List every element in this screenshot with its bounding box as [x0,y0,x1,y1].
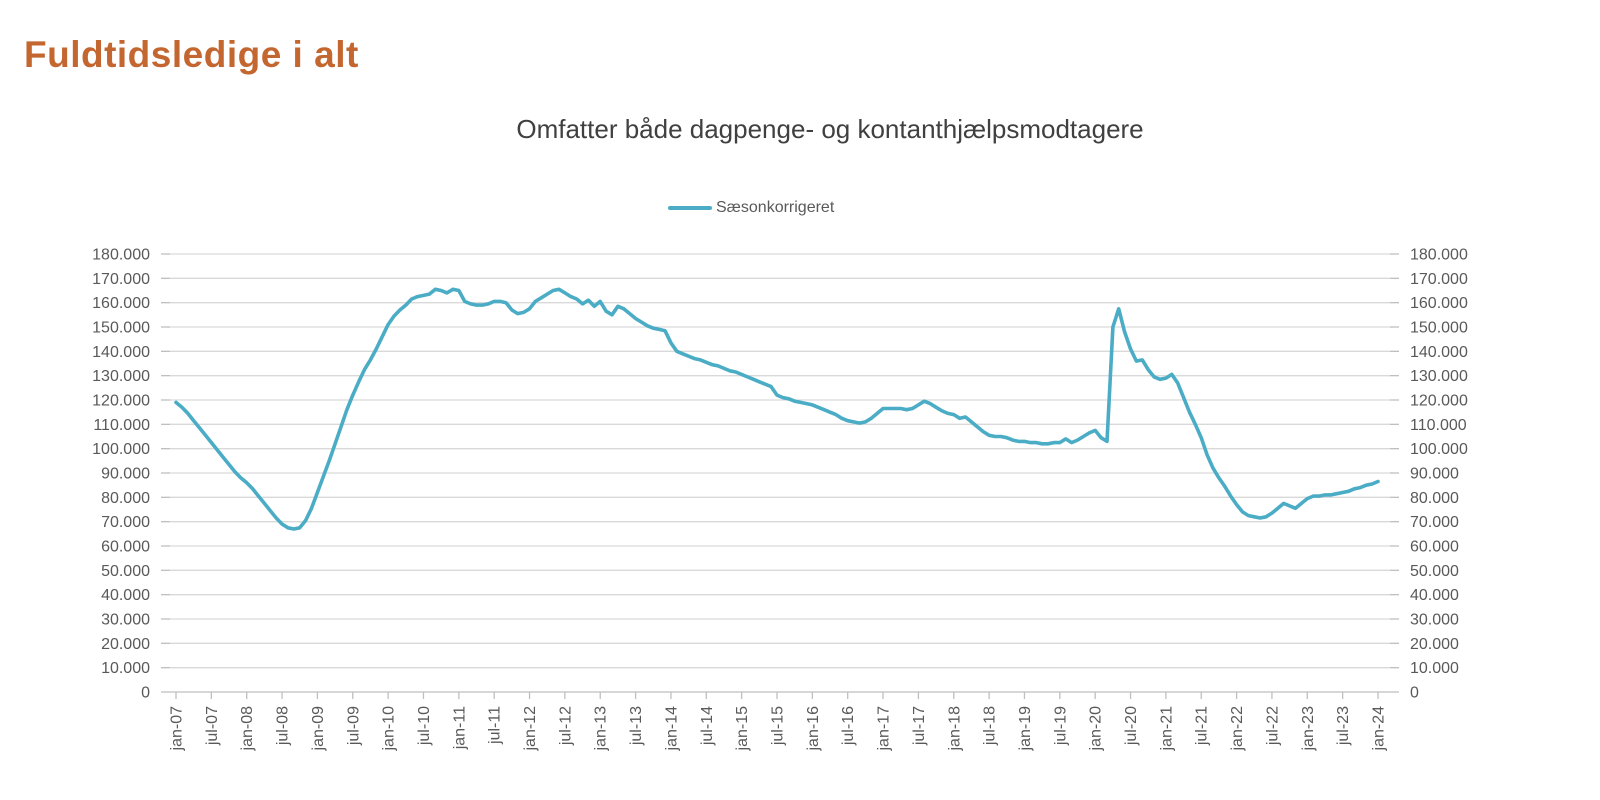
svg-text:10.000: 10.000 [101,660,150,677]
svg-text:0: 0 [141,685,150,702]
svg-text:170.000: 170.000 [92,271,150,288]
svg-text:60.000: 60.000 [1410,539,1459,556]
svg-text:jul-18: jul-18 [982,706,999,746]
svg-text:jul-20: jul-20 [1123,706,1140,746]
chart-subtitle: Omfatter både dagpenge- og kontanthjælps… [516,114,1144,144]
svg-text:30.000: 30.000 [101,612,150,629]
svg-text:jan-10: jan-10 [381,706,398,752]
svg-text:jul-17: jul-17 [911,706,928,746]
svg-text:70.000: 70.000 [101,514,150,531]
svg-text:170.000: 170.000 [1410,271,1468,288]
svg-text:50.000: 50.000 [101,563,150,580]
svg-text:jul-16: jul-16 [840,706,857,746]
legend: Sæsonkorrigeret [668,199,834,217]
svg-text:60.000: 60.000 [101,539,150,556]
svg-text:40.000: 40.000 [1410,587,1459,604]
legend-label: Sæsonkorrigeret [716,199,835,216]
svg-text:jan-19: jan-19 [1017,706,1034,752]
svg-text:0: 0 [1410,685,1419,702]
svg-text:10.000: 10.000 [1410,660,1459,677]
svg-text:80.000: 80.000 [1410,490,1459,507]
svg-text:jul-11: jul-11 [487,706,504,745]
svg-text:jul-23: jul-23 [1335,706,1352,746]
svg-text:jul-19: jul-19 [1052,706,1069,746]
y-axis-labels-left: 180.000 170.000 160.000 150.000 140.000 130.0… [92,247,150,702]
svg-text:jan-11: jan-11 [451,706,468,750]
svg-text:110.000: 110.000 [93,417,150,434]
x-axis-ticks [175,692,1379,699]
svg-text:jan-14: jan-14 [663,706,680,752]
svg-text:160.000: 160.000 [1410,295,1468,312]
svg-text:jan-16: jan-16 [805,706,822,752]
svg-text:130.000: 130.000 [1410,368,1468,385]
svg-text:100.000: 100.000 [1410,441,1468,458]
svg-text:jan-22: jan-22 [1229,706,1246,752]
svg-text:180.000: 180.000 [1410,247,1468,264]
svg-text:jan-21: jan-21 [1158,706,1175,752]
svg-text:jan-23: jan-23 [1300,706,1317,752]
series-line-saesonkorrigeret [174,287,1380,531]
svg-text:90.000: 90.000 [1410,466,1459,483]
svg-text:jan-24: jan-24 [1371,706,1388,752]
svg-text:jul-22: jul-22 [1264,706,1281,746]
svg-text:jul-14: jul-14 [699,706,716,746]
svg-text:jul-08: jul-08 [275,706,292,746]
svg-text:180.000: 180.000 [92,247,150,264]
svg-text:70.000: 70.000 [1410,514,1459,531]
svg-text:140.000: 140.000 [92,344,150,361]
page-title: Fuldtidsledige i alt [24,34,359,75]
svg-text:120.000: 120.000 [92,393,150,410]
svg-text:80.000: 80.000 [101,490,150,507]
svg-text:20.000: 20.000 [101,636,150,653]
svg-text:50.000: 50.000 [1410,563,1459,580]
svg-text:jul-09: jul-09 [345,706,362,746]
svg-text:jan-15: jan-15 [734,706,751,752]
svg-text:jul-12: jul-12 [557,706,574,746]
svg-text:jan-13: jan-13 [593,706,610,752]
svg-text:110.000: 110.000 [1410,417,1467,434]
svg-text:130.000: 130.000 [92,368,150,385]
svg-text:140.000: 140.000 [1410,344,1468,361]
svg-text:jul-21: jul-21 [1194,706,1211,746]
svg-text:jul-15: jul-15 [770,706,787,746]
svg-text:150.000: 150.000 [1410,320,1468,337]
svg-text:jan-17: jan-17 [876,706,893,752]
svg-text:100.000: 100.000 [92,441,150,458]
svg-text:jan-18: jan-18 [946,706,963,752]
svg-text:jan-07: jan-07 [169,706,186,752]
svg-text:160.000: 160.000 [92,295,150,312]
y-axis-labels-right: 180.000 170.000 160.000 150.000 140.000 130.0… [1410,247,1468,702]
svg-text:30.000: 30.000 [1410,612,1459,629]
legend-line-swatch [668,206,712,210]
y-gridlines [161,253,1399,693]
svg-text:120.000: 120.000 [1410,393,1468,410]
svg-text:20.000: 20.000 [1410,636,1459,653]
svg-text:jan-12: jan-12 [522,706,539,752]
svg-text:90.000: 90.000 [101,466,150,483]
x-axis-labels: jan-07 jul-07 jan-08 jul-08 jan-09 jul-09 jan-… [169,706,1388,752]
svg-text:jan-08: jan-08 [239,706,256,752]
svg-text:jan-20: jan-20 [1088,706,1105,752]
svg-text:jul-10: jul-10 [416,706,433,746]
svg-text:jul-07: jul-07 [204,706,221,746]
svg-text:150.000: 150.000 [92,320,150,337]
svg-text:40.000: 40.000 [101,587,150,604]
svg-text:jan-09: jan-09 [310,706,327,752]
svg-text:jul-13: jul-13 [628,706,645,746]
